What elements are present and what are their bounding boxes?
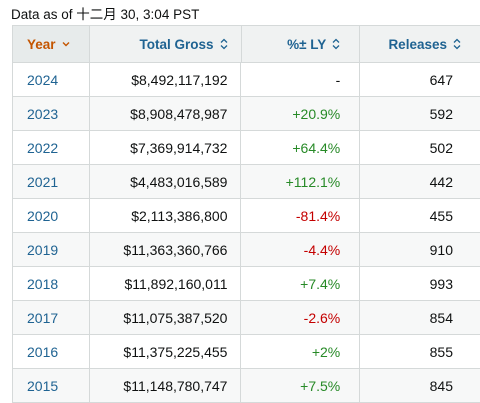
year-cell: 2017 [13, 301, 90, 334]
year-cell: 2016 [13, 335, 90, 368]
year-cell: 2019 [13, 233, 90, 266]
pct-change-cell: +64.4% [241, 131, 361, 164]
pct-change-cell: +7.5% [241, 369, 361, 402]
data-timestamp: Data as of 十二月 30, 3:04 PST [11, 7, 200, 22]
releases-cell: 854 [429, 309, 453, 326]
releases-cell: 647 [429, 71, 453, 88]
table-row: 2019 $11,363,360,766 -4.4% 910 [12, 233, 480, 267]
total-gross-cell: $11,075,387,520 [90, 301, 242, 334]
year-link[interactable]: 2015 [27, 377, 59, 394]
column-header-year-label: Year [27, 36, 56, 52]
sort-updown-icon [453, 38, 461, 50]
total-gross-cell: $11,375,225,455 [90, 335, 242, 368]
table-row: 2018 $11,892,160,011 +7.4% 993 [12, 267, 480, 301]
column-header-releases-label: Releases [388, 36, 447, 52]
year-cell: 2018 [13, 267, 90, 300]
chevron-down-icon [62, 38, 70, 50]
yearly-box-office-table: Year Total Gross %± LY Releases 2024 $8,4… [12, 25, 480, 403]
releases-cell: 502 [429, 139, 453, 156]
table-row: 2020 $2,113,386,800 -81.4% 455 [12, 199, 480, 233]
table-row: 2023 $8,908,478,987 +20.9% 592 [12, 97, 480, 131]
pct-change-cell: +2% [241, 335, 361, 368]
pct-change-cell: -81.4% [241, 199, 361, 232]
releases-cell: 592 [429, 105, 453, 122]
pct-change-cell: - [241, 63, 361, 96]
year-cell: 2015 [13, 369, 90, 402]
releases-cell: 455 [429, 207, 453, 224]
year-link[interactable]: 2022 [27, 139, 59, 156]
pct-change-cell: +7.4% [241, 267, 361, 300]
pct-change-cell: +20.9% [241, 97, 361, 130]
table-row: 2022 $7,369,914,732 +64.4% 502 [12, 131, 480, 165]
column-header-year[interactable]: Year [13, 26, 90, 62]
releases-cell: 993 [429, 275, 453, 292]
total-gross-cell: $11,892,160,011 [90, 267, 242, 300]
pct-change-cell: -4.4% [241, 233, 361, 266]
year-cell: 2022 [13, 131, 90, 164]
total-gross-cell: $8,908,478,987 [90, 97, 242, 130]
year-link[interactable]: 2023 [27, 105, 59, 122]
releases-cell: 442 [429, 173, 453, 190]
pct-change-cell: +112.1% [241, 165, 361, 198]
table-row: 2017 $11,075,387,520 -2.6% 854 [12, 301, 480, 335]
year-link[interactable]: 2020 [27, 207, 59, 224]
total-gross-cell: $8,492,117,192 [90, 63, 242, 96]
releases-cell: 855 [429, 343, 453, 360]
table-row: 2024 $8,492,117,192- 647 [12, 63, 480, 97]
releases-cell: 845 [429, 377, 453, 394]
table-header: Year Total Gross %± LY Releases [12, 26, 480, 63]
total-gross-cell: $11,363,360,766 [90, 233, 242, 266]
total-gross-cell: $4,483,016,589 [90, 165, 242, 198]
pct-change-cell: -2.6% [241, 301, 361, 334]
year-cell: 2024 [13, 63, 90, 96]
year-link[interactable]: 2019 [27, 241, 59, 258]
column-header-pct-ly-label: %± LY [287, 36, 327, 52]
column-header-releases[interactable]: Releases [360, 26, 480, 62]
column-header-total-gross[interactable]: Total Gross [90, 26, 242, 62]
column-header-pct-ly[interactable]: %± LY [242, 26, 361, 62]
year-cell: 2023 [13, 97, 90, 130]
total-gross-cell: $11,148,780,747 [90, 369, 242, 402]
year-link[interactable]: 2021 [27, 173, 59, 190]
year-cell: 2021 [13, 165, 90, 198]
total-gross-cell: $2,113,386,800 [90, 199, 242, 232]
sort-updown-icon [332, 38, 340, 50]
table-row: 2021 $4,483,016,589 +112.1% 442 [12, 165, 480, 199]
column-header-total-gross-label: Total Gross [139, 36, 214, 52]
sort-updown-icon [220, 38, 228, 50]
year-cell: 2020 [13, 199, 90, 232]
table-row: 2016 $11,375,225,455 +2% 855 [12, 335, 480, 369]
year-link[interactable]: 2024 [27, 71, 59, 88]
year-link[interactable]: 2016 [27, 343, 59, 360]
total-gross-cell: $7,369,914,732 [90, 131, 242, 164]
table-row: 2015 $11,148,780,747 +7.5% 845 [12, 369, 480, 403]
releases-cell: 910 [429, 241, 453, 258]
year-link[interactable]: 2017 [27, 309, 59, 326]
table-body: 2024 $8,492,117,192- 647 2023 $8,908,478,987… [12, 63, 480, 403]
year-link[interactable]: 2018 [27, 275, 59, 292]
